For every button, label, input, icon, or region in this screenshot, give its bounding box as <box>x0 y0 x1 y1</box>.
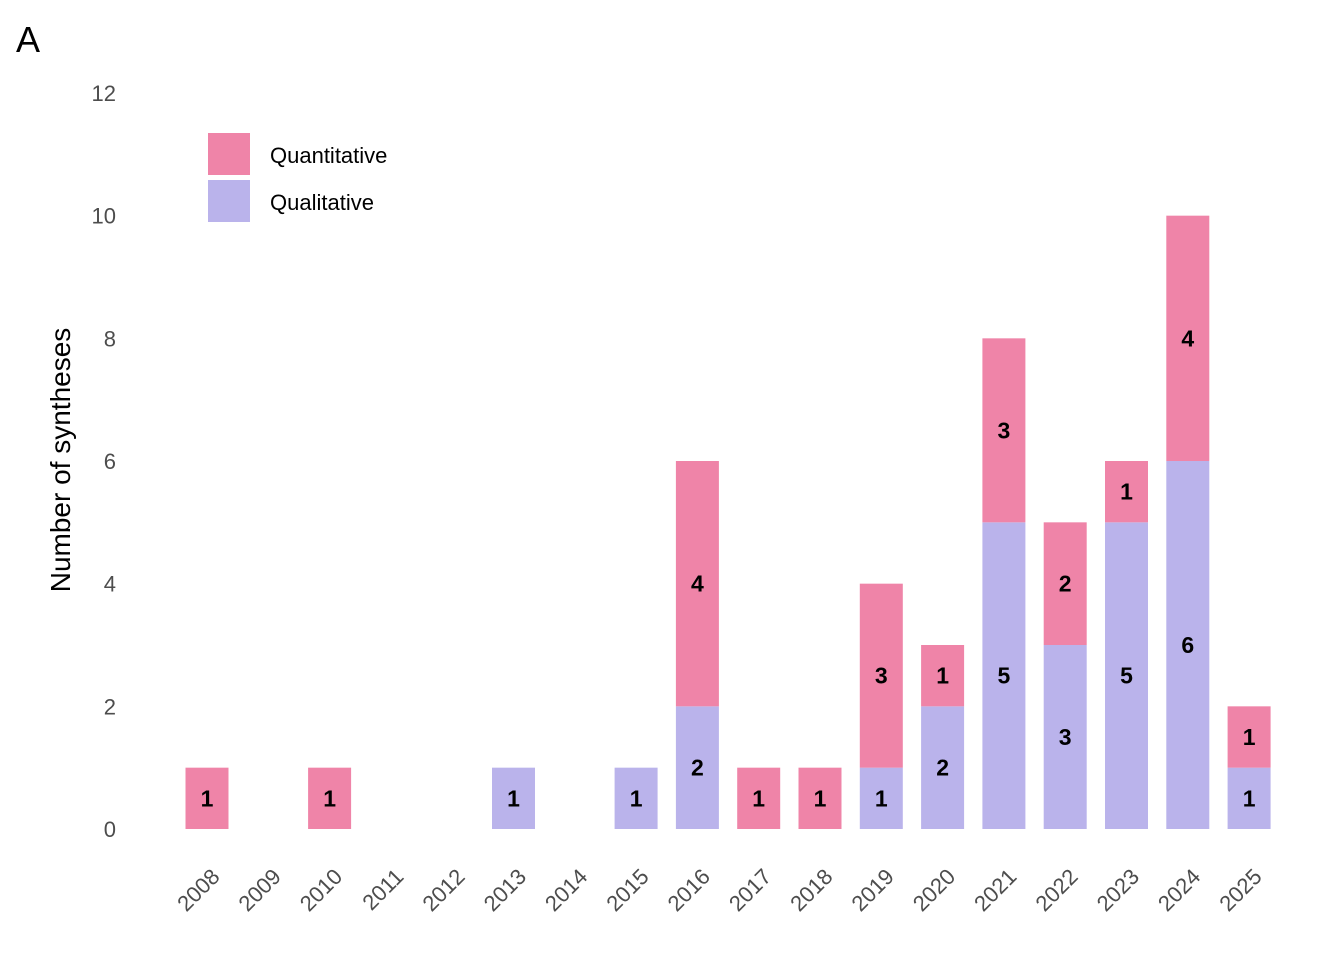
x-axis: 2008 2009 2010 2011 2012 2013 2014 2015 2016 2017… <box>172 864 1266 916</box>
bar-qualitative-2025 <box>1227 767 1271 829</box>
bar-quantitative-2010 <box>308 767 352 829</box>
bar-quantitative-2024 <box>1166 215 1210 461</box>
bar-quantitative-2025 <box>1227 706 1271 768</box>
bar-value-label: 1 <box>936 663 949 689</box>
bar-quantitative-2016 <box>675 461 719 707</box>
bar-value-label: 1 <box>1120 479 1133 505</box>
bar-value-label: 1 <box>507 785 520 811</box>
bar-value-label: 2 <box>691 755 704 781</box>
bar-value-label: 3 <box>998 417 1011 443</box>
bar-qualitative-2021 <box>982 522 1026 829</box>
bar-qualitative-2013 <box>492 767 535 829</box>
legend-swatch-quantitative <box>208 133 250 175</box>
y-tick-label: 2 <box>104 694 116 719</box>
bar-value-label: 1 <box>1243 724 1256 750</box>
bar-value-label: 3 <box>875 663 888 689</box>
bar-qualitative-2016 <box>675 706 719 829</box>
bars <box>185 215 1271 829</box>
bar-value-label: 2 <box>936 755 949 781</box>
bar-qualitative-2020 <box>921 706 965 829</box>
bar-value-label: 6 <box>1181 632 1194 658</box>
bar-quantitative-2022 <box>1043 522 1087 645</box>
bar-qualitative-2023 <box>1105 522 1148 829</box>
bar-quantitative-2008 <box>185 767 229 829</box>
legend-swatch-qualitative <box>208 180 250 222</box>
x-tick-label: 2025 <box>1214 864 1266 916</box>
bar-labels: 1 1 1 1 2 4 1 1 1 3 2 1 5 3 3 2 5 1 6 4 1 1 <box>201 325 1256 811</box>
bar-value-label: 1 <box>752 785 765 811</box>
bar-quantitative-2019 <box>859 583 903 768</box>
bar-value-label: 1 <box>814 785 827 811</box>
x-tick-label: 2017 <box>724 864 776 916</box>
x-tick-label: 2014 <box>540 864 592 916</box>
x-tick-label: 2019 <box>847 864 899 916</box>
y-tick-label: 8 <box>104 326 116 351</box>
x-tick-label: 2024 <box>1153 864 1205 916</box>
legend-label-quantitative: Quantitative <box>270 143 387 168</box>
bar-quantitative-2020 <box>921 645 965 707</box>
y-tick-label: 4 <box>104 572 116 597</box>
bar-value-label: 1 <box>875 785 888 811</box>
bar-quantitative-2021 <box>982 338 1026 523</box>
panel-letter: A <box>16 19 40 60</box>
x-tick-label: 2015 <box>601 864 653 916</box>
legend: Quantitative Qualitative <box>208 133 387 222</box>
x-tick-label: 2022 <box>1030 864 1082 916</box>
bar-quantitative-2018 <box>798 767 842 829</box>
x-tick-label: 2018 <box>785 864 837 916</box>
x-tick-label: 2012 <box>417 864 469 916</box>
y-tick-label: 10 <box>92 204 116 229</box>
bar-qualitative-2022 <box>1043 645 1087 829</box>
bar-qualitative-2019 <box>859 767 903 829</box>
x-tick-label: 2010 <box>295 864 347 916</box>
bar-value-label: 1 <box>1243 785 1256 811</box>
y-tick-label: 0 <box>104 817 116 842</box>
bar-value-label: 1 <box>323 785 336 811</box>
bar-value-label: 3 <box>1059 724 1072 750</box>
y-tick-label: 12 <box>92 81 116 106</box>
bar-value-label: 4 <box>1181 325 1194 351</box>
bar-quantitative-2017 <box>737 767 781 829</box>
bar-value-label: 2 <box>1059 571 1072 597</box>
bar-value-label: 5 <box>998 663 1011 689</box>
x-tick-label: 2016 <box>663 864 715 916</box>
x-tick-label: 2013 <box>479 864 531 916</box>
y-axis-title: Number of syntheses <box>45 328 76 593</box>
y-axis: 0 2 4 6 8 10 12 <box>92 81 116 842</box>
bar-value-label: 1 <box>201 785 214 811</box>
bar-quantitative-2023 <box>1105 461 1148 523</box>
bar-value-label: 5 <box>1120 663 1133 689</box>
x-tick-label: 2021 <box>969 864 1021 916</box>
x-tick-label: 2011 <box>357 864 408 915</box>
bar-value-label: 1 <box>630 785 643 811</box>
legend-label-qualitative: Qualitative <box>270 190 374 215</box>
bar-qualitative-2024 <box>1166 461 1210 829</box>
y-tick-label: 6 <box>104 449 116 474</box>
bar-value-label: 4 <box>691 571 704 597</box>
bar-qualitative-2015 <box>614 767 658 829</box>
x-tick-label: 2009 <box>234 864 286 916</box>
x-tick-label: 2008 <box>172 864 224 916</box>
x-tick-label: 2020 <box>908 864 960 916</box>
x-tick-label: 2023 <box>1092 864 1144 916</box>
